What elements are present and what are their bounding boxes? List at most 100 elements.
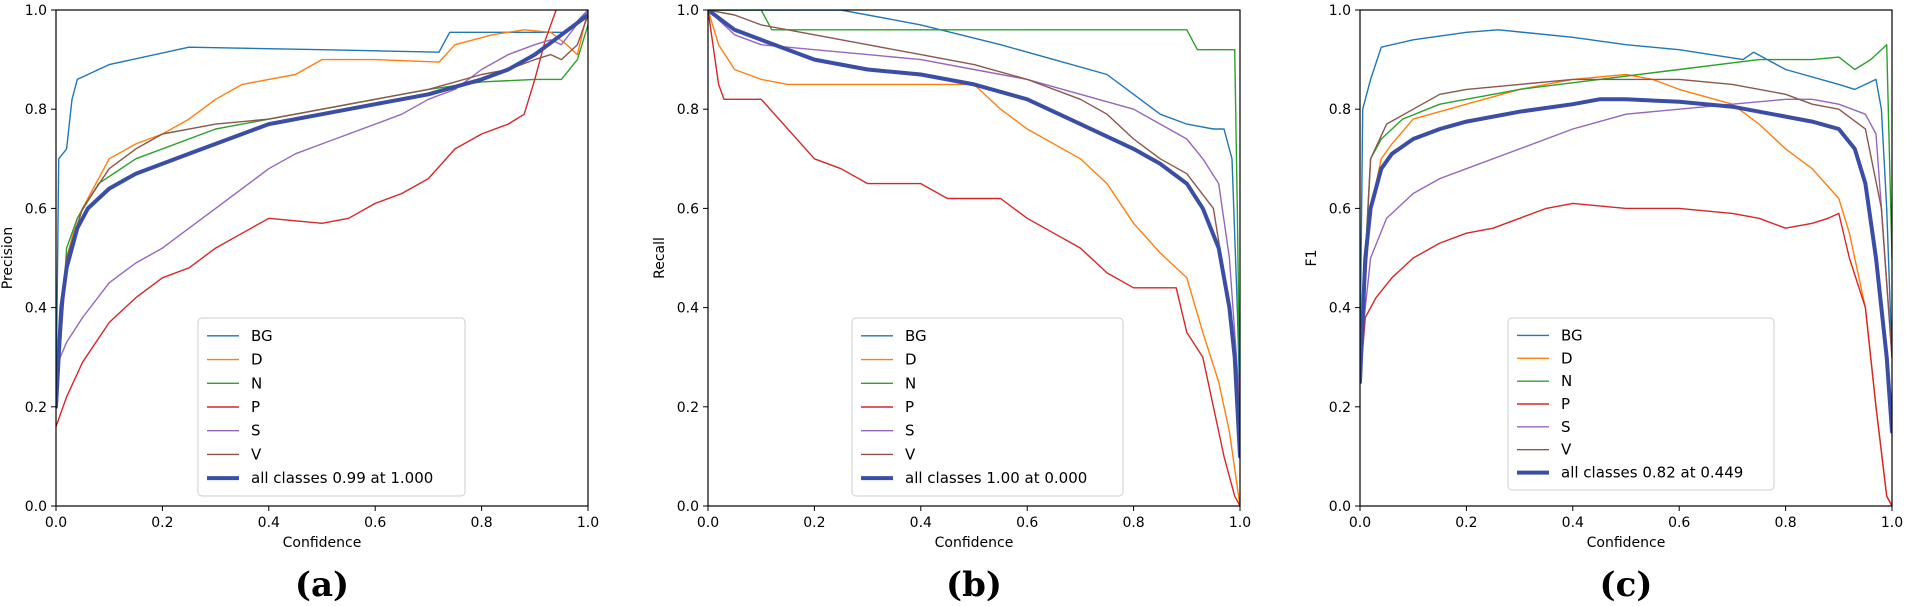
x-tick-label: 0.2: [1455, 515, 1477, 531]
x-tick-label: 0.4: [1562, 515, 1584, 531]
y-tick-label: 0.6: [25, 201, 47, 217]
y-tick-label: 0.6: [1329, 201, 1351, 217]
y-tick-label: 0.8: [1329, 102, 1351, 118]
y-tick-label: 0.4: [1329, 301, 1351, 317]
series-group: [708, 10, 1240, 506]
y-tick-label: 0.0: [1329, 499, 1351, 515]
legend-entry-all: all classes 1.00 at 0.000: [905, 469, 1087, 487]
legend-entry-n: N: [1561, 372, 1572, 390]
y-tick-label: 1.0: [1329, 3, 1351, 19]
y-tick-label: 0.4: [677, 301, 699, 317]
y-tick-label: 0.2: [677, 400, 699, 416]
series-line-bg: [1360, 29, 1892, 358]
legend-entry-all: all classes 0.99 at 1.000: [251, 469, 433, 487]
x-tick-label: 0.0: [45, 515, 67, 531]
legend-entry-v: V: [1561, 441, 1572, 459]
legend-entry-bg: BG: [1561, 326, 1583, 344]
series-group: [56, 10, 588, 428]
legend-entry-d: D: [1561, 349, 1573, 367]
panel-label: (c): [1600, 565, 1653, 605]
legend-entry-v: V: [905, 445, 916, 463]
legend-entry-n: N: [251, 374, 262, 392]
series-line-d: [56, 10, 588, 408]
legend-entry-d: D: [251, 351, 263, 369]
y-tick-label: 1.0: [677, 3, 699, 19]
x-tick-label: 0.0: [697, 515, 719, 531]
y-tick-label: 0.2: [25, 400, 47, 416]
axes-frame: [707, 9, 1241, 507]
x-tick-label: 0.6: [1016, 515, 1038, 531]
y-tick-label: 0.2: [1329, 400, 1351, 416]
legend-entry-p: P: [1561, 395, 1570, 413]
series-line-all: [1360, 97, 1892, 434]
legend-entry-s: S: [1561, 418, 1571, 436]
x-tick-label: 0.6: [364, 515, 386, 531]
legend-entry-s: S: [905, 422, 915, 440]
y-tick-label: 0.4: [25, 301, 47, 317]
series-line-all: [708, 10, 1240, 459]
y-tick-label: 1.0: [25, 3, 47, 19]
legend-entry-bg: BG: [905, 327, 927, 345]
legend-box: [851, 317, 1124, 497]
x-tick-label: 0.2: [151, 515, 173, 531]
series-line-s: [708, 10, 1240, 408]
series-line-s: [56, 10, 588, 368]
y-tick-label: 0.0: [677, 499, 699, 515]
series-line-n: [708, 10, 1240, 408]
legend-entry-d: D: [905, 351, 917, 369]
series-line-d: [708, 10, 1240, 506]
axes-frame: [1359, 9, 1893, 507]
x-tick-label: 0.4: [910, 515, 932, 531]
axes-frame: [55, 9, 589, 507]
x-tick-label: 0.8: [1774, 515, 1796, 531]
series-line-v: [708, 10, 1240, 408]
x-tick-label: 1.0: [1881, 515, 1903, 531]
x-tick-label: 0.8: [1122, 515, 1144, 531]
legend-entry-all: all classes 0.82 at 0.449: [1561, 464, 1743, 482]
y-axis-label: F1: [1304, 250, 1320, 267]
legend-entry-s: S: [251, 422, 261, 440]
x-tick-label: 0.8: [470, 515, 492, 531]
chart-panel-3: 0.0 0.2 0.4 0.6 0.8 1.0 0.0 0.2 0.4 0.6 0.8 1.0 Conf…: [1304, 3, 1903, 605]
series-group: [1360, 29, 1892, 506]
legend-entry-p: P: [905, 398, 914, 416]
x-tick-label: 1.0: [1229, 515, 1251, 531]
legend-entry-p: P: [251, 398, 260, 416]
x-axis-label: Confidence: [283, 535, 362, 551]
series-line-v: [1360, 78, 1892, 358]
x-tick-label: 0.0: [1349, 515, 1371, 531]
y-axis-label: Precision: [0, 227, 16, 289]
legend-entry-n: N: [905, 374, 916, 392]
x-tick-label: 0.4: [258, 515, 280, 531]
chart-panel-2: 0.0 0.2 0.4 0.6 0.8 1.0 0.0 0.2 0.4 0.6 0.8 1.0 Conf…: [652, 3, 1251, 605]
series-line-p: [708, 10, 1240, 506]
series-line-v: [56, 14, 588, 408]
x-tick-label: 0.6: [1668, 515, 1690, 531]
legend-box: [197, 317, 466, 497]
legend-box: [1507, 317, 1775, 491]
panel-label: (a): [295, 565, 349, 605]
panel-label: (b): [946, 565, 1002, 605]
series-line-all: [56, 13, 588, 409]
legend-entry-bg: BG: [251, 327, 273, 345]
chart-panel-1: 0.0 0.2 0.4 0.6 0.8 1.0 0.0 0.2 0.4 0.6 0.8 1.0 Conf…: [0, 3, 599, 605]
series-line-bg: [56, 10, 588, 408]
series-line-bg: [708, 10, 1240, 408]
series-line-p: [1360, 202, 1892, 506]
y-axis-label: Recall: [652, 237, 668, 279]
series-line-d: [1360, 73, 1892, 506]
y-tick-label: 0.6: [677, 201, 699, 217]
x-axis-label: Confidence: [1587, 535, 1666, 551]
series-line-p: [56, 10, 557, 428]
y-tick-label: 0.0: [25, 499, 47, 515]
y-tick-label: 0.8: [677, 102, 699, 118]
x-axis-label: Confidence: [935, 535, 1014, 551]
series-line-s: [1360, 98, 1892, 358]
y-tick-label: 0.8: [25, 102, 47, 118]
legend-entry-v: V: [251, 445, 262, 463]
series-line-n: [1360, 44, 1892, 358]
